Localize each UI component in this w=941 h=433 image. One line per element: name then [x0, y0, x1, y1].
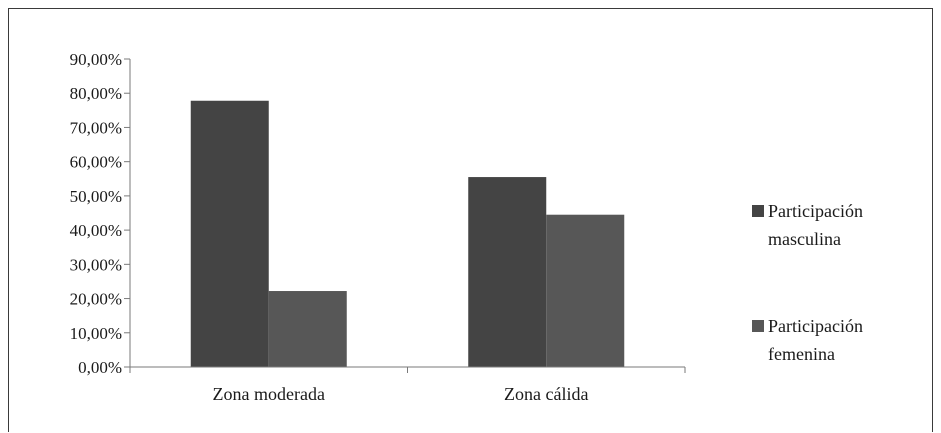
y-tick-label: 30,00%	[70, 255, 122, 274]
x-tick-label: Zona moderada	[213, 384, 325, 404]
y-tick-label: 0,00%	[78, 358, 122, 377]
y-tick-label: 90,00%	[70, 50, 122, 69]
legend-swatch-masculina	[752, 205, 764, 217]
axes-group: Zona moderada Zona cálida 0,00% 10,00% 20,00…	[70, 50, 686, 404]
legend-swatch-femenina	[752, 320, 764, 332]
x-tick-label: Zona cálida	[504, 384, 588, 404]
bar-masculina-1	[468, 177, 547, 367]
y-tick-label: 70,00%	[70, 118, 122, 137]
y-tick-label: 60,00%	[70, 153, 122, 172]
bars-group	[190, 100, 625, 368]
y-tick-label: 10,00%	[70, 324, 122, 343]
y-tick-label: 40,00%	[70, 221, 122, 240]
bar-femenina-0	[268, 291, 347, 367]
legend-label-femenina-line2: femenina	[768, 344, 835, 364]
bar-femenina-1	[546, 214, 625, 367]
y-tick-label: 50,00%	[70, 187, 122, 206]
y-tick-label: 80,00%	[70, 84, 122, 103]
legend-label-masculina-line2: masculina	[768, 229, 841, 249]
legend-label-femenina-line1: Participación	[768, 316, 863, 336]
legend-label-masculina-line1: Participación	[768, 201, 863, 221]
bar-masculina-0	[190, 100, 269, 368]
legend: Participación masculina Participación fe…	[752, 201, 863, 364]
y-tick-label: 20,00%	[70, 290, 122, 309]
